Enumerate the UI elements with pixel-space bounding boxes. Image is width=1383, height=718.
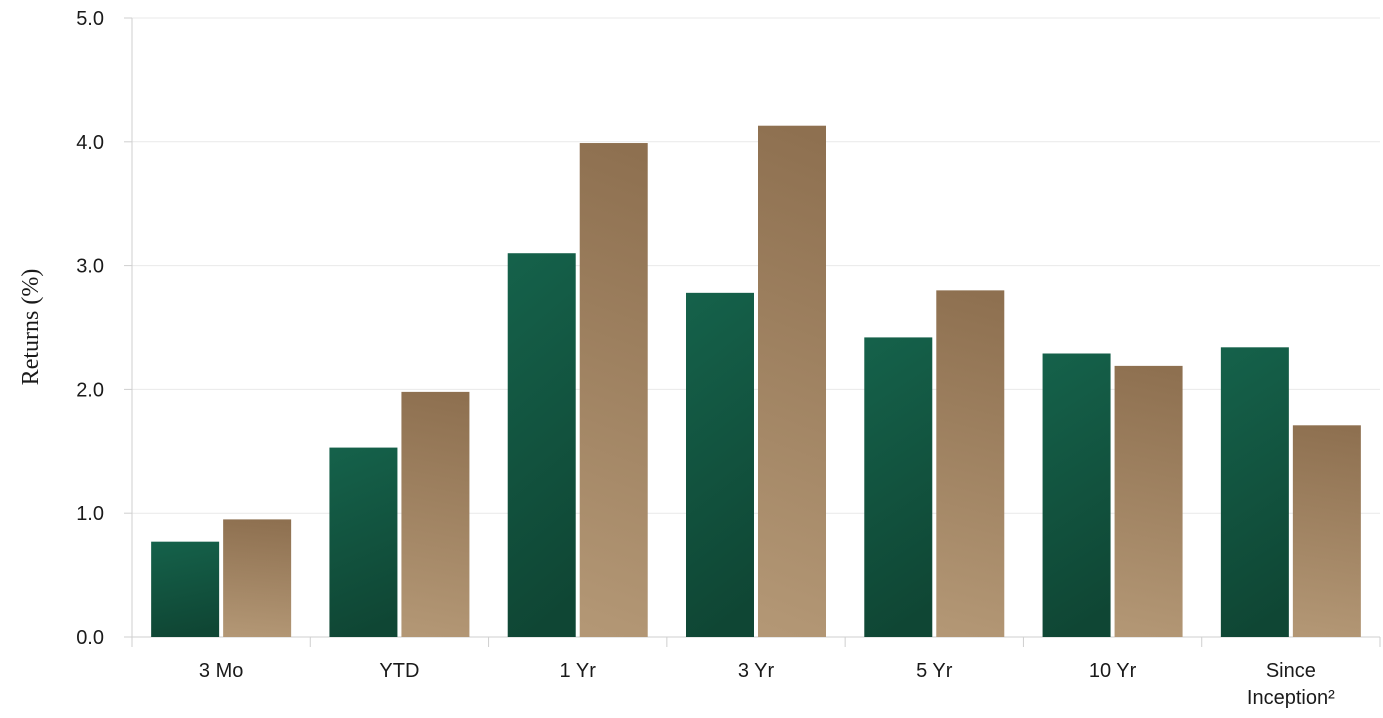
y-axis-label: Returns (%) (18, 269, 44, 386)
y-tick-label: 3.0 (76, 256, 104, 278)
x-category-label: 10 Yr (1089, 660, 1137, 682)
y-tick-label: 0.0 (76, 627, 104, 649)
x-category-labels: 3 Mo YTD 1 Yr 3 Yr 5 Yr 10 Yr Since Inception² (199, 660, 1335, 709)
bar-series-1 (329, 447, 398, 637)
bar-series-2 (223, 519, 292, 637)
x-category-label: YTD (379, 660, 419, 682)
y-tick-label: 1.0 (76, 503, 104, 525)
x-category-label: Inception² (1247, 687, 1335, 709)
bar-series-1 (1220, 347, 1289, 637)
bar-series-1 (151, 541, 220, 637)
x-category-label: 5 Yr (916, 660, 953, 682)
bars (151, 125, 1361, 638)
bar-series-2 (758, 125, 826, 638)
bar-series-2 (1292, 425, 1361, 637)
bar-series-1 (686, 292, 754, 637)
y-tick-label: 2.0 (76, 379, 104, 401)
y-tick-labels: 0.0 1.0 2.0 3.0 4.0 5.0 (76, 8, 104, 649)
x-category-label: Since (1266, 660, 1316, 682)
bar-series-1 (1042, 353, 1111, 637)
x-category-label: 3 Mo (199, 660, 243, 682)
bar-series-2 (936, 290, 1005, 637)
bar-series-2 (401, 391, 470, 637)
bar-series-2 (579, 143, 648, 637)
y-tick-label: 4.0 (76, 132, 104, 154)
gridlines (132, 17, 1380, 514)
bar-series-1 (864, 337, 933, 637)
bar-series-2 (1114, 365, 1183, 637)
bar-series-1 (507, 253, 576, 637)
y-tick-label: 5.0 (76, 8, 104, 30)
x-category-label: 3 Yr (738, 660, 775, 682)
x-category-label: 1 Yr (560, 660, 597, 682)
